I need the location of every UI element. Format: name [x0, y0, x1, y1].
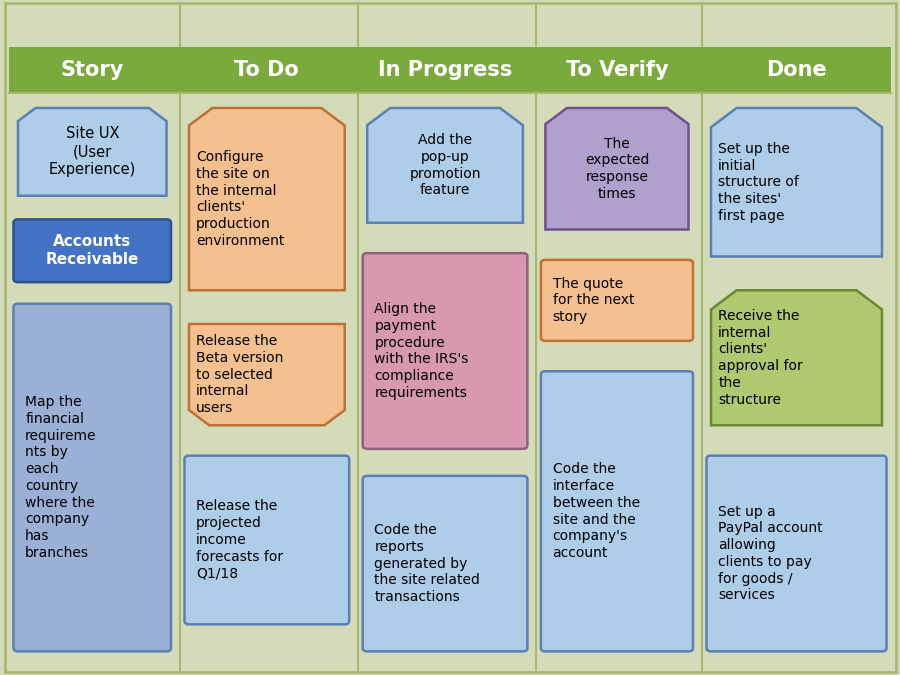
- FancyBboxPatch shape: [363, 253, 527, 449]
- Text: Set up a
PayPal account
allowing
clients to pay
for goods /
services: Set up a PayPal account allowing clients…: [718, 505, 823, 602]
- Polygon shape: [189, 324, 345, 425]
- FancyBboxPatch shape: [14, 304, 171, 651]
- FancyBboxPatch shape: [14, 219, 171, 282]
- FancyBboxPatch shape: [363, 476, 527, 651]
- FancyBboxPatch shape: [541, 371, 693, 651]
- Text: Map the
financial
requireme
nts by
each
country
where the
company
has
branches: Map the financial requireme nts by each …: [25, 395, 96, 560]
- Text: Code the
reports
generated by
the site related
transactions: Code the reports generated by the site r…: [374, 523, 481, 604]
- Text: Receive the
internal
clients'
approval for
the
structure: Receive the internal clients' approval f…: [718, 309, 803, 406]
- Text: Site UX
(User
Experience): Site UX (User Experience): [49, 126, 136, 178]
- Polygon shape: [367, 108, 523, 223]
- Polygon shape: [18, 108, 166, 196]
- Text: The quote
for the next
story: The quote for the next story: [553, 277, 634, 324]
- Text: To Do: To Do: [235, 60, 299, 80]
- Text: To Verify: To Verify: [565, 60, 669, 80]
- Text: In Progress: In Progress: [378, 60, 512, 80]
- Text: Release the
projected
income
forecasts for
Q1/18: Release the projected income forecasts f…: [196, 500, 284, 580]
- Text: Done: Done: [766, 60, 827, 80]
- Text: Code the
interface
between the
site and the
company's
account: Code the interface between the site and …: [553, 462, 640, 560]
- FancyBboxPatch shape: [184, 456, 349, 624]
- FancyBboxPatch shape: [706, 456, 886, 651]
- Polygon shape: [711, 290, 882, 425]
- Text: Story: Story: [60, 60, 124, 80]
- Text: Set up the
initial
structure of
the sites'
first page: Set up the initial structure of the site…: [718, 142, 799, 223]
- Text: Accounts
Receivable: Accounts Receivable: [46, 234, 139, 267]
- Polygon shape: [545, 108, 688, 230]
- Polygon shape: [711, 108, 882, 256]
- Text: The
expected
response
times: The expected response times: [585, 136, 649, 201]
- Text: Align the
payment
procedure
with the IRS's
compliance
requirements: Align the payment procedure with the IRS…: [374, 302, 469, 400]
- Text: Add the
pop-up
promotion
feature: Add the pop-up promotion feature: [410, 133, 481, 198]
- Polygon shape: [189, 108, 345, 290]
- FancyBboxPatch shape: [9, 47, 891, 93]
- Text: Release the
Beta version
to selected
internal
users: Release the Beta version to selected int…: [196, 334, 284, 415]
- FancyBboxPatch shape: [541, 260, 693, 341]
- Text: Configure
the site on
the internal
clients'
production
environment: Configure the site on the internal clien…: [196, 151, 284, 248]
